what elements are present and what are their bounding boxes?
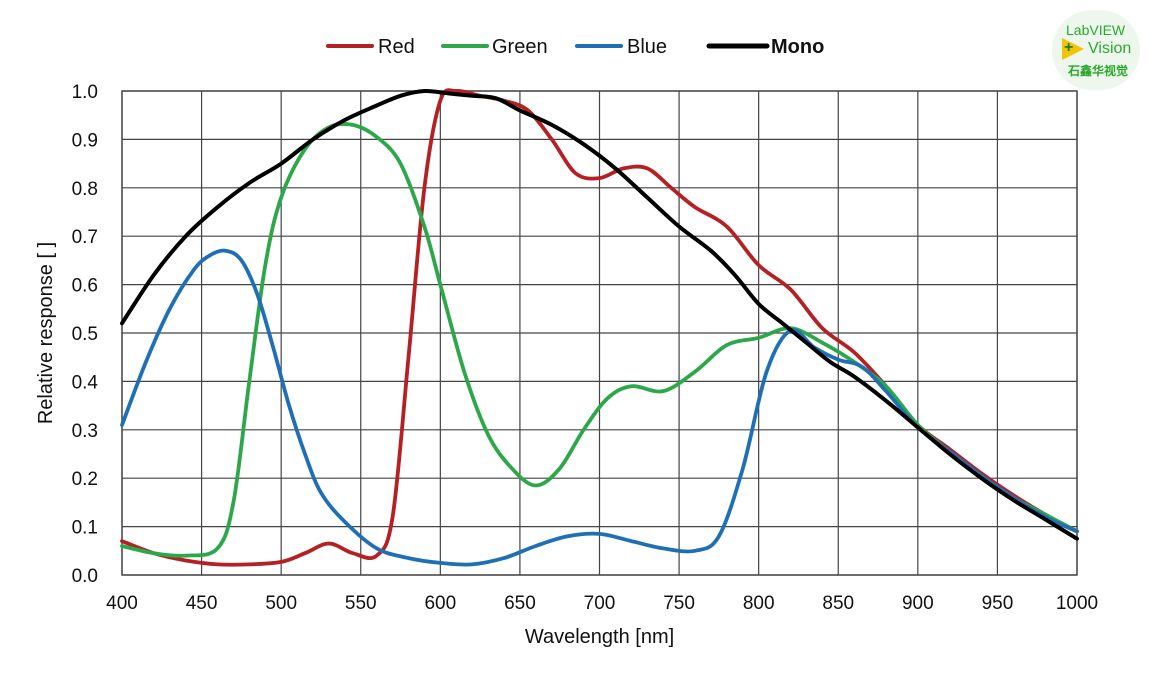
logo-line-chinese: 石鑫华视觉 xyxy=(1068,64,1129,78)
series-line-blue xyxy=(120,248,1079,567)
y-tick-label: 0.2 xyxy=(72,469,98,490)
y-tick-label: 0.5 xyxy=(72,324,98,345)
plot-frame xyxy=(121,90,1078,576)
x-tick-label: 650 xyxy=(504,593,536,614)
logo-line-vision: Vision xyxy=(1088,40,1132,57)
x-tick-label: 550 xyxy=(345,593,377,614)
legend-label-mono: Mono xyxy=(771,36,824,58)
legend-label-blue: Blue xyxy=(627,36,667,58)
y-tick-label: 0.4 xyxy=(72,372,99,393)
x-tick-label: 900 xyxy=(902,593,934,614)
y-tick-label: 0.3 xyxy=(72,421,98,442)
y-tick-label: 0.9 xyxy=(72,130,98,151)
x-tick-label: 1000 xyxy=(1056,593,1098,614)
x-tick-label: 750 xyxy=(663,593,695,614)
y-tick-label: 0.0 xyxy=(72,566,98,587)
y-tick-label: 0.8 xyxy=(72,179,98,200)
x-tick-label: 800 xyxy=(743,593,775,614)
y-axis-label: Relative response [ ] xyxy=(35,242,57,424)
play-plus-icon: + xyxy=(1062,38,1084,60)
y-tick-label: 0.6 xyxy=(72,276,98,297)
legend-label-green: Green xyxy=(492,36,548,58)
x-tick-label: 850 xyxy=(822,593,854,614)
logo-line-labview: LabVIEW xyxy=(1066,22,1126,38)
x-tick-label: 500 xyxy=(265,593,297,614)
x-tick-label: 700 xyxy=(584,593,616,614)
x-tick-label: 450 xyxy=(186,593,218,614)
y-tick-label: 1.0 xyxy=(72,82,98,103)
labview-vision-logo: + LabVIEW Vision 石鑫华视觉 xyxy=(1052,10,1140,90)
y-tick-label: 0.1 xyxy=(72,518,98,539)
y-tick-label: 0.7 xyxy=(72,227,98,248)
x-tick-label: 400 xyxy=(106,593,138,614)
x-tick-label: 600 xyxy=(424,593,456,614)
legend-label-red: Red xyxy=(378,36,415,58)
x-axis-label: Wavelength [nm] xyxy=(525,626,674,648)
x-tick-label: 950 xyxy=(982,593,1014,614)
series-line-mono xyxy=(120,88,1079,541)
